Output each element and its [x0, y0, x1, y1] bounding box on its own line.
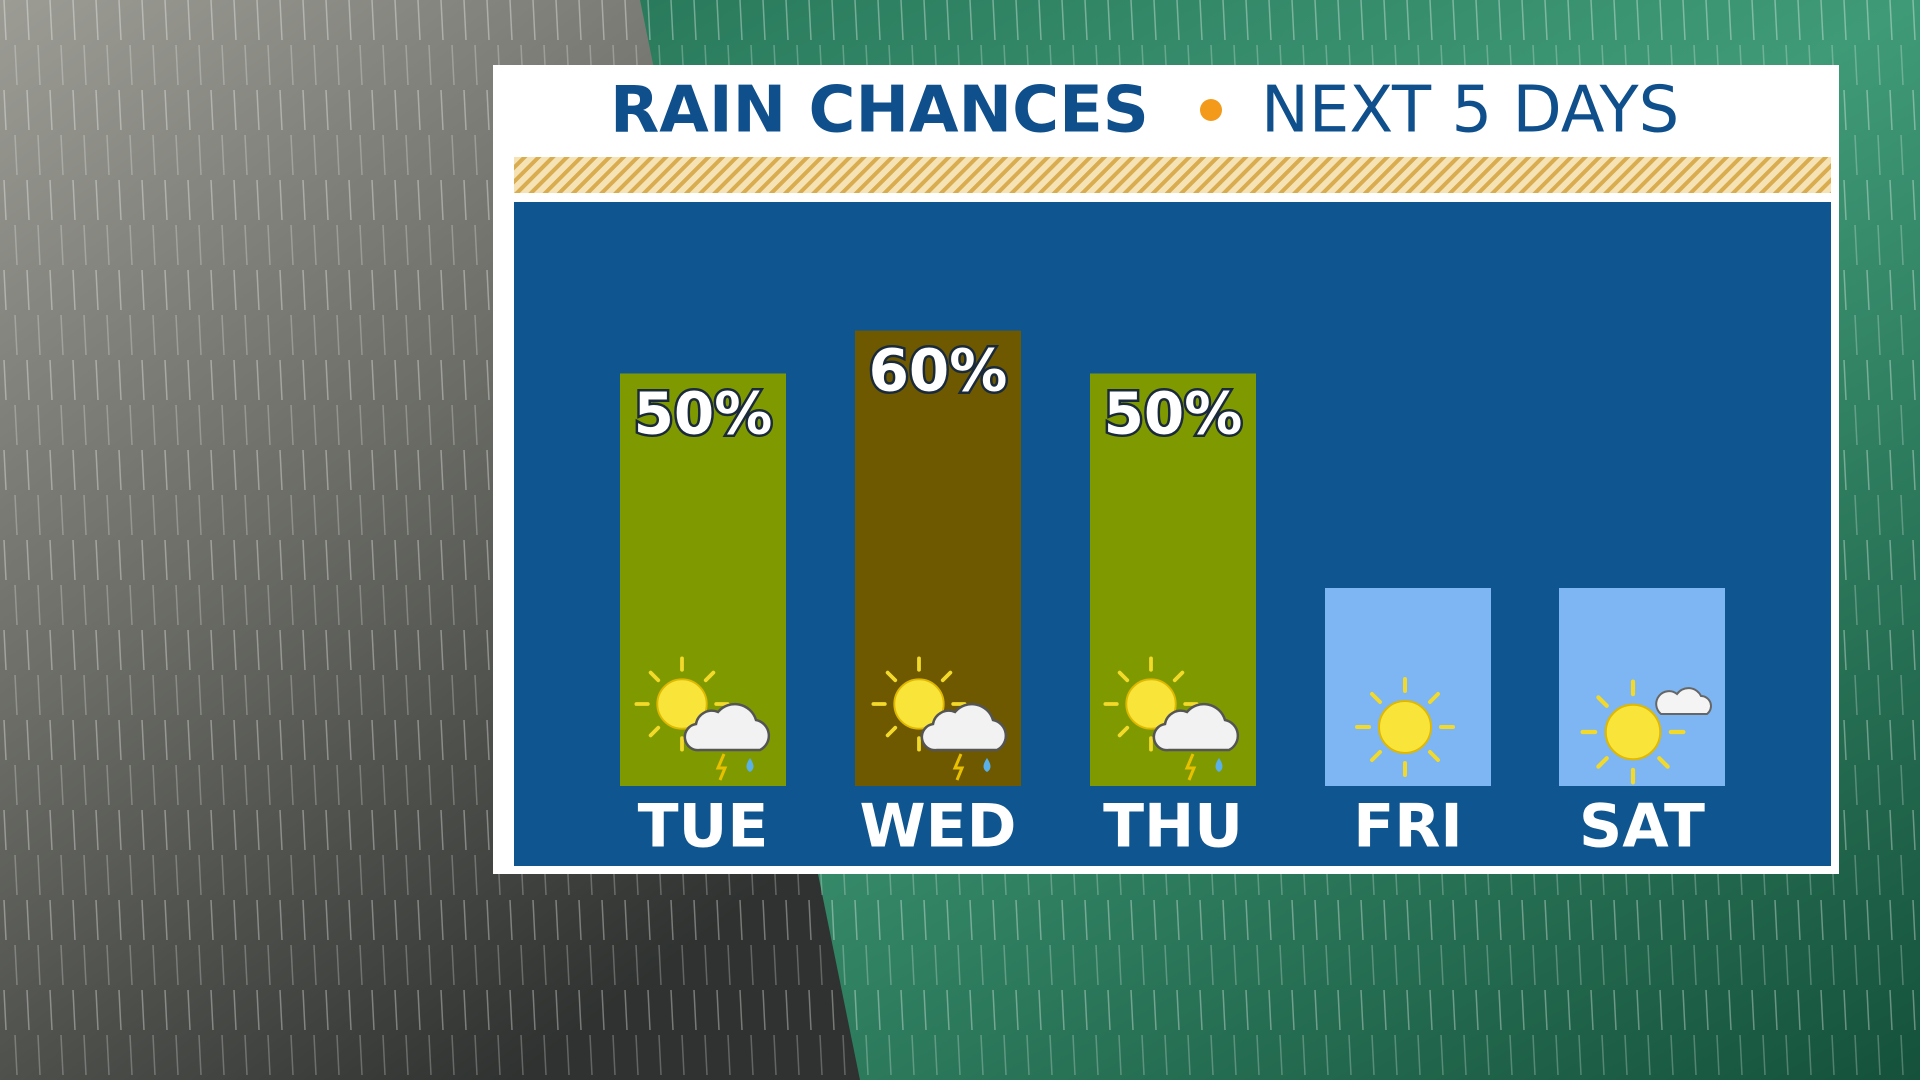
- value-label: 60%: [869, 337, 1008, 405]
- value-label: 50%: [634, 380, 773, 448]
- bars: 50% TUE 60% WED 50% THU FRI SAT: [620, 330, 1725, 862]
- x-tick-label: THU: [1103, 792, 1243, 862]
- title-dot: [1200, 99, 1222, 121]
- x-tick-label: SAT: [1579, 792, 1705, 862]
- stripe-band: [514, 157, 1831, 193]
- x-tick-label: WED: [860, 792, 1017, 862]
- x-tick-label: FRI: [1353, 792, 1463, 862]
- bar: [1325, 588, 1491, 786]
- x-tick-label: TUE: [638, 792, 769, 862]
- value-label: 50%: [1104, 380, 1243, 448]
- chart-subtitle: NEXT 5 DAYS: [1261, 74, 1679, 148]
- chart-title: RAIN CHANCES: [610, 74, 1149, 148]
